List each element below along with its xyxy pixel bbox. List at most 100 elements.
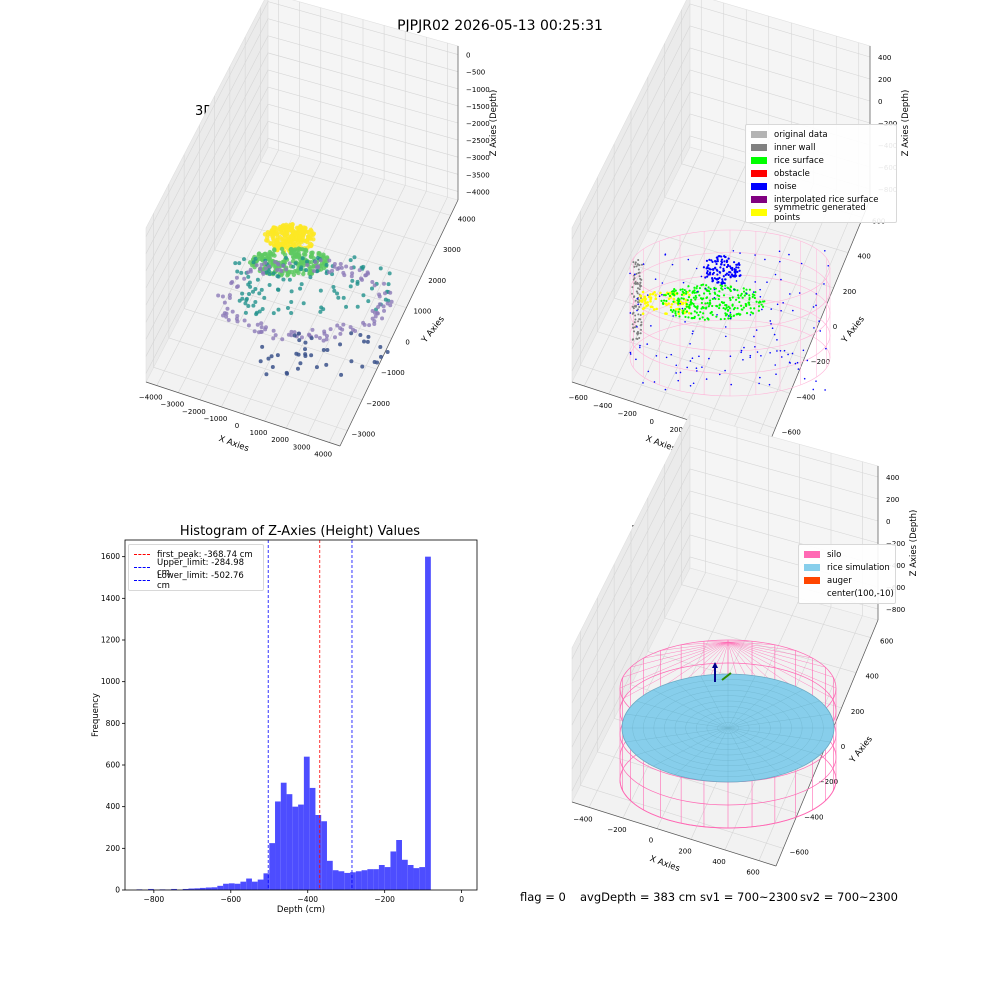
- panel1-point: [262, 261, 267, 267]
- panel1-point: [303, 238, 308, 244]
- panel2-point-noise: [725, 259, 729, 262]
- panel1-z-tick-label: −4000: [466, 188, 490, 196]
- panel1-point: [263, 251, 268, 257]
- panel1-x-label: X Axies: [217, 434, 250, 454]
- panel1-point: [280, 243, 286, 249]
- panel2-point-rice-surface: [725, 304, 728, 307]
- panel2-point-rice-surface: [672, 293, 675, 296]
- panel1-point: [283, 239, 288, 245]
- panel1-point: [294, 334, 299, 339]
- panel1-point: [269, 228, 275, 234]
- panel2-point-inner-wall: [632, 311, 635, 314]
- panel1-point: [386, 298, 391, 303]
- panel1-point: [286, 271, 291, 277]
- panel2-point-noise: [708, 267, 711, 270]
- panel4-rice-mesh: [643, 684, 813, 772]
- panel1-point: [355, 281, 360, 286]
- panel1-point: [279, 269, 284, 274]
- panel2-point-rice-surface: [709, 302, 712, 305]
- panel2-point-noise: [715, 262, 718, 266]
- panel1-point: [382, 291, 387, 296]
- panel1-point: [227, 293, 232, 298]
- panel1-point: [285, 231, 290, 236]
- panel2-point-rice-surface: [761, 300, 765, 303]
- panel2-point-inner-wall: [634, 318, 637, 321]
- panel1-point: [325, 348, 330, 353]
- panel4-rice-mesh: [625, 727, 729, 743]
- panel2-point-rice-surface: [672, 292, 675, 295]
- panel1-z-tick-label: −2000: [466, 120, 490, 128]
- panel2-point-rice-surface: [701, 306, 704, 309]
- panel1-point: [302, 229, 308, 234]
- panel2-point-rice-surface: [757, 301, 761, 304]
- panel2-point-rice-surface: [725, 313, 729, 316]
- panel2-point-noise: [766, 281, 768, 283]
- panel2-point-rice-surface: [695, 291, 698, 294]
- panel2-silo-ring: [629, 319, 831, 397]
- panel2-point-noise: [653, 381, 656, 383]
- panel2-point-noise: [707, 273, 710, 276]
- panel1-point: [328, 327, 333, 332]
- panel2-point-rice-surface: [681, 312, 685, 315]
- panel1-point: [311, 231, 317, 236]
- panel2-legend-item: interpolated rice surface: [751, 193, 891, 206]
- panel2-point-inner-wall: [632, 327, 635, 330]
- panel1-point: [321, 265, 327, 271]
- panel1-y-tick-label: −3000: [352, 431, 376, 439]
- panel2-point-noise: [717, 281, 720, 283]
- panel2-point-symmetric: [684, 298, 688, 302]
- panel2-point-rice-surface: [698, 294, 701, 297]
- panel1-point: [372, 310, 377, 315]
- panel2-point-inner-wall: [635, 272, 638, 275]
- panel1-point: [350, 327, 355, 332]
- panel1-point: [290, 234, 295, 240]
- panel1-point: [259, 287, 264, 292]
- panel1-point: [287, 244, 292, 249]
- panel2-point-symmetric: [639, 299, 642, 303]
- panel1-point: [301, 229, 306, 234]
- panel2-point-rice-surface: [674, 312, 677, 315]
- panel2-point-noise: [825, 347, 827, 350]
- panel1-point: [275, 244, 280, 249]
- panel1-point: [348, 325, 353, 330]
- panel1-point: [285, 270, 291, 275]
- histogram-y-tick-label: 1600: [101, 552, 120, 561]
- panel1-point: [318, 258, 323, 263]
- panel1-point: [294, 252, 299, 257]
- legend-swatch: [804, 590, 820, 597]
- panel1-point: [290, 254, 296, 260]
- histogram-x-tick-label: −400: [297, 895, 318, 904]
- panel2-point-inner-wall: [634, 299, 637, 302]
- panel1-point: [288, 241, 293, 247]
- panel1-point: [253, 258, 259, 264]
- panel1-point: [299, 335, 304, 340]
- panel1-point: [258, 267, 263, 272]
- panel1-point: [310, 250, 315, 255]
- histogram-y-tick-label: 800: [106, 719, 121, 728]
- panel4-z-tick-label: 400: [886, 474, 899, 482]
- panel2-point-rice-surface: [701, 316, 704, 319]
- panel1-point: [256, 330, 261, 335]
- panel2-point-symmetric: [643, 295, 647, 299]
- panel2-point-symmetric: [676, 303, 680, 307]
- panel1-point: [288, 247, 293, 253]
- panel2-point-inner-wall: [634, 305, 637, 308]
- histogram-bar: [171, 888, 177, 890]
- panel1-point: [279, 241, 284, 246]
- panel2-point-inner-wall: [633, 321, 636, 324]
- panel2-point-noise: [730, 273, 734, 276]
- panel1-point: [270, 271, 276, 277]
- panel2-point-noise: [637, 303, 639, 306]
- histogram-bar: [240, 881, 247, 890]
- panel2-point-noise: [692, 330, 694, 332]
- panel2-point-symmetric: [649, 293, 652, 296]
- panel2-point-noise: [716, 273, 719, 276]
- panel1-point: [290, 237, 295, 243]
- panel1-point: [340, 327, 345, 332]
- panel2-point-symmetric: [679, 300, 683, 304]
- panel2-point-noise: [720, 260, 723, 263]
- panel2-point-noise: [720, 261, 724, 264]
- panel1-point: [293, 242, 299, 247]
- panel1-z-label: Z Axies (Depth): [489, 90, 499, 157]
- panel2-point-symmetric: [655, 307, 658, 311]
